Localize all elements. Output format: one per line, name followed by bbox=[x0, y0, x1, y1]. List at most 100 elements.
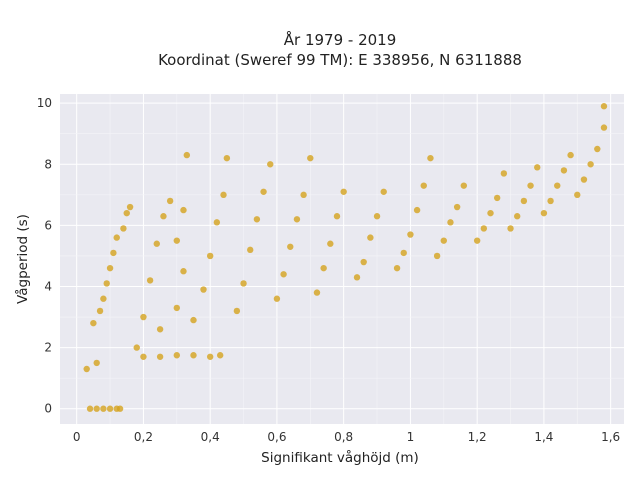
data-point bbox=[90, 319, 97, 327]
y-tick-label: 2 bbox=[44, 341, 52, 355]
chart-title-line1: År 1979 - 2019 bbox=[284, 30, 397, 49]
grid-lines bbox=[60, 94, 624, 424]
data-point bbox=[447, 219, 454, 226]
data-point bbox=[116, 405, 124, 412]
data-point bbox=[133, 344, 140, 351]
data-point bbox=[600, 103, 608, 110]
data-point bbox=[293, 216, 301, 223]
data-point bbox=[400, 249, 407, 257]
data-point bbox=[440, 237, 447, 244]
data-point bbox=[433, 252, 441, 260]
data-point bbox=[567, 151, 574, 159]
data-point bbox=[103, 280, 110, 287]
x-tick-label: 0,4 bbox=[201, 430, 220, 444]
data-point bbox=[367, 234, 374, 241]
data-point bbox=[460, 182, 468, 189]
y-tick-label: 4 bbox=[44, 280, 52, 294]
data-point bbox=[110, 249, 117, 257]
data-point bbox=[600, 124, 608, 131]
data-point bbox=[420, 182, 427, 189]
data-point bbox=[146, 277, 154, 284]
data-point bbox=[180, 206, 187, 214]
data-point bbox=[594, 145, 601, 153]
data-point bbox=[247, 246, 254, 254]
data-point bbox=[313, 289, 321, 296]
y-tick-label: 8 bbox=[44, 157, 52, 171]
data-point bbox=[260, 188, 267, 195]
x-tick-label: 0,6 bbox=[267, 430, 286, 444]
data-point bbox=[113, 234, 120, 241]
data-point bbox=[160, 213, 167, 220]
data-point bbox=[547, 197, 554, 205]
y-axis-title: Vågperiod (s) bbox=[14, 214, 31, 304]
data-point bbox=[156, 326, 164, 333]
data-point bbox=[190, 316, 197, 324]
data-point bbox=[527, 182, 534, 189]
data-point bbox=[480, 225, 488, 232]
data-point bbox=[507, 225, 514, 232]
x-tick-label: 1,2 bbox=[468, 430, 487, 444]
data-point bbox=[280, 271, 287, 278]
data-point bbox=[153, 240, 160, 247]
x-tick-label: 0 bbox=[73, 430, 81, 444]
data-point bbox=[106, 264, 114, 272]
data-point bbox=[86, 405, 94, 412]
data-point bbox=[487, 209, 494, 217]
y-tick-label: 10 bbox=[37, 96, 52, 110]
x-tick-label: 0,2 bbox=[134, 430, 153, 444]
data-point bbox=[287, 243, 294, 250]
y-axis-ticks: 0 2 4 6 8 10 bbox=[37, 96, 52, 416]
data-point bbox=[166, 197, 174, 205]
data-point bbox=[213, 219, 221, 226]
x-axis-ticks: 0 0,2 0,4 0,6 0,8 1 1,2 1,4 1,6 bbox=[73, 430, 620, 444]
data-point bbox=[300, 191, 307, 199]
data-point bbox=[83, 365, 90, 373]
data-point bbox=[93, 359, 100, 367]
data-point bbox=[554, 182, 561, 189]
data-point bbox=[140, 313, 147, 321]
data-point bbox=[560, 167, 568, 174]
data-point bbox=[273, 295, 281, 302]
data-point bbox=[106, 405, 114, 412]
data-point bbox=[220, 191, 227, 199]
data-point bbox=[320, 264, 327, 272]
data-point bbox=[493, 194, 501, 202]
data-point bbox=[333, 213, 341, 220]
data-point bbox=[587, 161, 594, 168]
data-point bbox=[393, 264, 401, 272]
data-point bbox=[223, 154, 231, 162]
data-point bbox=[100, 295, 107, 302]
data-point bbox=[453, 203, 461, 211]
data-point bbox=[233, 307, 241, 315]
data-point bbox=[93, 405, 100, 412]
x-tick-label: 1 bbox=[407, 430, 415, 444]
data-point bbox=[520, 197, 528, 205]
data-point bbox=[580, 176, 588, 183]
data-point bbox=[307, 154, 314, 162]
data-point bbox=[500, 170, 508, 177]
data-points bbox=[83, 103, 608, 412]
data-point bbox=[360, 258, 367, 266]
data-point bbox=[407, 231, 414, 238]
data-point bbox=[253, 216, 261, 223]
data-point bbox=[514, 213, 521, 220]
data-point bbox=[173, 304, 181, 312]
data-point bbox=[173, 237, 181, 244]
data-point bbox=[340, 188, 347, 195]
data-point bbox=[427, 154, 434, 162]
data-point bbox=[96, 307, 104, 315]
data-point bbox=[353, 274, 361, 281]
data-point bbox=[180, 268, 187, 275]
data-point bbox=[327, 240, 334, 247]
data-point bbox=[206, 252, 214, 260]
data-point bbox=[373, 213, 381, 220]
data-point bbox=[200, 286, 207, 293]
data-point bbox=[534, 164, 541, 171]
y-tick-label: 6 bbox=[44, 218, 52, 232]
data-point bbox=[574, 191, 581, 199]
data-point bbox=[183, 151, 191, 159]
data-point bbox=[126, 203, 134, 211]
plot-area bbox=[60, 94, 624, 424]
